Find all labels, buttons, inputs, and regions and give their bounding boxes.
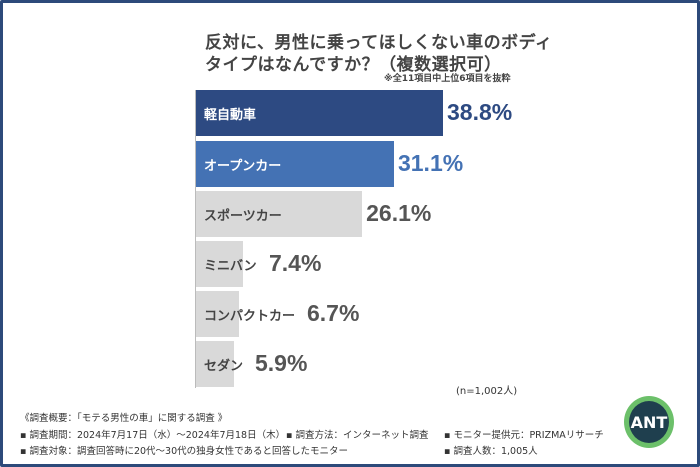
selection-note: ※全11項目中上位6項目を抜粋	[384, 74, 511, 84]
bar-5: セダン	[196, 341, 243, 387]
footer-target: ▪ 調査対象：調査回答時に20代～30代の独身女性であると回答したモニター	[20, 446, 349, 457]
footer-summary: 《調査概要：「モテる男性の車」に関する調査 》	[20, 413, 228, 424]
chart-title-line1: 反対に、男性に乗ってほしくない車のボディ	[205, 33, 553, 53]
ant-logo: ANT	[624, 396, 674, 448]
category-label: セダン	[204, 358, 244, 374]
category-label: スポーツカー	[204, 208, 282, 224]
sample-size: (n=1,002人)	[456, 386, 518, 397]
value-label: 31.1%	[397, 150, 464, 176]
bar-3: ミニバン	[196, 241, 257, 287]
bar-2: スポーツカー	[196, 191, 363, 237]
bar-4: コンパクトカー	[196, 291, 295, 337]
chart-title-line2: タイプはなんですか？（複数選択可）	[205, 55, 502, 75]
footer-period: ▪ 調査期間：2024年7月17日（水）～2024年7月18日（木）	[20, 430, 286, 441]
category-label: ミニバン	[204, 258, 257, 274]
footer-provider: ▪ モニター提供元：PRIZMAリサーチ	[444, 430, 604, 441]
value-label: 38.8%	[447, 99, 513, 125]
value-label: 6.7%	[307, 300, 360, 326]
category-label: オープンカー	[204, 158, 282, 174]
value-label: 5.9%	[255, 350, 308, 376]
value-label: 26.1%	[366, 200, 432, 226]
bar-0: 軽自動車	[196, 90, 443, 136]
category-label: 軽自動車	[204, 107, 257, 123]
footer-method: ▪ 調査方法：インターネット調査	[286, 430, 429, 441]
category-label: コンパクトカー	[204, 308, 296, 324]
footer-count: ▪ 調査人数：1,005人	[444, 446, 538, 457]
bar-1: オープンカー	[196, 141, 394, 187]
axis-line	[195, 90, 196, 388]
value-label: 7.4%	[269, 250, 322, 276]
